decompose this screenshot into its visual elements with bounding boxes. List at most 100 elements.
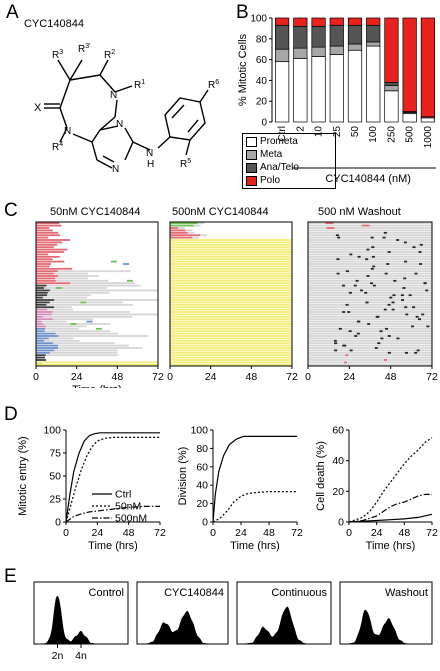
division-marker bbox=[345, 303, 349, 306]
histogram-label: CYC140844 bbox=[164, 587, 224, 599]
interphase-segment bbox=[41, 320, 67, 323]
legend-item-meta: Meta bbox=[243, 148, 335, 161]
death-segment bbox=[170, 265, 292, 268]
division-marker bbox=[385, 327, 389, 330]
mitosis-segment bbox=[36, 243, 58, 246]
mitosis-segment bbox=[36, 272, 54, 275]
mitosis-segment bbox=[36, 356, 46, 359]
x-tick-label: 48 bbox=[398, 527, 410, 539]
death-segment bbox=[170, 318, 292, 321]
legend-item-anatelo: Ana/Telo bbox=[243, 161, 335, 174]
death-segment bbox=[170, 342, 292, 345]
mitosis-segment bbox=[170, 222, 198, 225]
x-tick-label: 24 bbox=[235, 527, 247, 539]
death-segment bbox=[170, 313, 292, 316]
histogram-label: Washout bbox=[385, 587, 428, 599]
division-marker bbox=[396, 337, 400, 340]
division-marker bbox=[403, 277, 407, 280]
bar-segment bbox=[293, 58, 308, 123]
interphase-segment bbox=[197, 222, 205, 225]
mitosis-segment bbox=[170, 229, 186, 232]
interphase-segment bbox=[49, 289, 159, 292]
division-marker bbox=[423, 282, 427, 285]
interphase-segment bbox=[46, 284, 141, 287]
mitosis-segment bbox=[36, 342, 53, 345]
x-tick-label: 48 bbox=[263, 527, 275, 539]
death-segment bbox=[170, 279, 292, 282]
division-marker bbox=[416, 349, 420, 352]
mitosis-segment bbox=[36, 354, 46, 357]
track-title-washout: 500 nM Washout bbox=[318, 206, 401, 218]
mitosis-segment bbox=[36, 296, 43, 299]
interphase-segment bbox=[308, 299, 432, 301]
dna-content-histograms: Control CYC140844 Continuous Washout 2n 4n bbox=[33, 581, 433, 662]
bar-segment bbox=[347, 17, 363, 26]
death-segment bbox=[170, 330, 292, 333]
mitosis-segment bbox=[36, 251, 64, 253]
legend-swatch bbox=[246, 149, 257, 160]
interphase-segment bbox=[308, 255, 432, 258]
interphase-segment bbox=[43, 323, 111, 325]
event-marker bbox=[126, 279, 133, 282]
mitosis-segment bbox=[36, 277, 56, 280]
division-marker bbox=[391, 308, 395, 311]
legend-label: Meta bbox=[260, 149, 283, 160]
series-line bbox=[348, 437, 433, 523]
interphase-segment bbox=[308, 224, 432, 227]
y-tick-label: 20 bbox=[196, 498, 208, 510]
interphase-segment bbox=[187, 231, 195, 234]
interphase-segment bbox=[308, 356, 432, 359]
division-marker bbox=[355, 279, 359, 282]
death-segment bbox=[170, 267, 292, 270]
y-tick-label: 100 bbox=[190, 425, 208, 437]
interphase-segment bbox=[58, 344, 129, 347]
interphase-segment bbox=[308, 272, 432, 275]
x-tick-label: 24 bbox=[71, 371, 83, 383]
mitosis-segment bbox=[36, 351, 50, 354]
mitosis-segment bbox=[170, 227, 179, 229]
compound-name: CYC140844 bbox=[24, 18, 84, 30]
interphase-segment bbox=[308, 279, 432, 282]
x-tick-label: 24 bbox=[91, 527, 103, 539]
death-segment bbox=[170, 332, 292, 335]
division-marker bbox=[387, 303, 391, 306]
interphase-segment bbox=[308, 318, 432, 321]
mitosis-segment bbox=[36, 267, 73, 270]
mitosis-segment bbox=[36, 239, 70, 241]
dna-histogram bbox=[237, 606, 331, 644]
event-marker bbox=[55, 287, 62, 289]
division-marker bbox=[414, 351, 418, 354]
mitosis-segment bbox=[36, 258, 53, 261]
n4-atom: N bbox=[112, 164, 119, 175]
mitosis-segment bbox=[36, 289, 50, 292]
division-marker bbox=[367, 323, 371, 325]
mitosis-segment bbox=[36, 255, 60, 258]
division-marker bbox=[348, 330, 352, 333]
division-marker bbox=[412, 306, 416, 309]
death-segment bbox=[170, 311, 292, 313]
division-marker bbox=[403, 241, 407, 244]
x-label: X bbox=[34, 102, 42, 114]
division-marker bbox=[366, 248, 370, 251]
interphase-segment bbox=[308, 335, 432, 337]
panel-e-label: E bbox=[4, 566, 17, 587]
interphase-segment bbox=[308, 301, 432, 304]
death-segment bbox=[170, 255, 292, 258]
interphase-segment bbox=[58, 347, 143, 349]
mitosis-segment bbox=[170, 236, 193, 239]
bar-segment bbox=[366, 17, 381, 26]
division-marker bbox=[414, 272, 418, 275]
division-marker bbox=[387, 351, 391, 354]
division-marker bbox=[379, 330, 383, 333]
r5-label: R5 bbox=[180, 158, 191, 170]
legend-swatch bbox=[246, 175, 257, 186]
x-tick-label: 25 bbox=[332, 126, 343, 138]
x-tick-label: 48 bbox=[245, 371, 257, 383]
division-marker bbox=[404, 351, 408, 354]
mitosis-segment bbox=[361, 224, 370, 227]
division-marker bbox=[338, 327, 342, 330]
mitosis-segment bbox=[36, 270, 58, 273]
division-marker bbox=[348, 291, 352, 294]
mitosis-segment bbox=[36, 299, 55, 301]
